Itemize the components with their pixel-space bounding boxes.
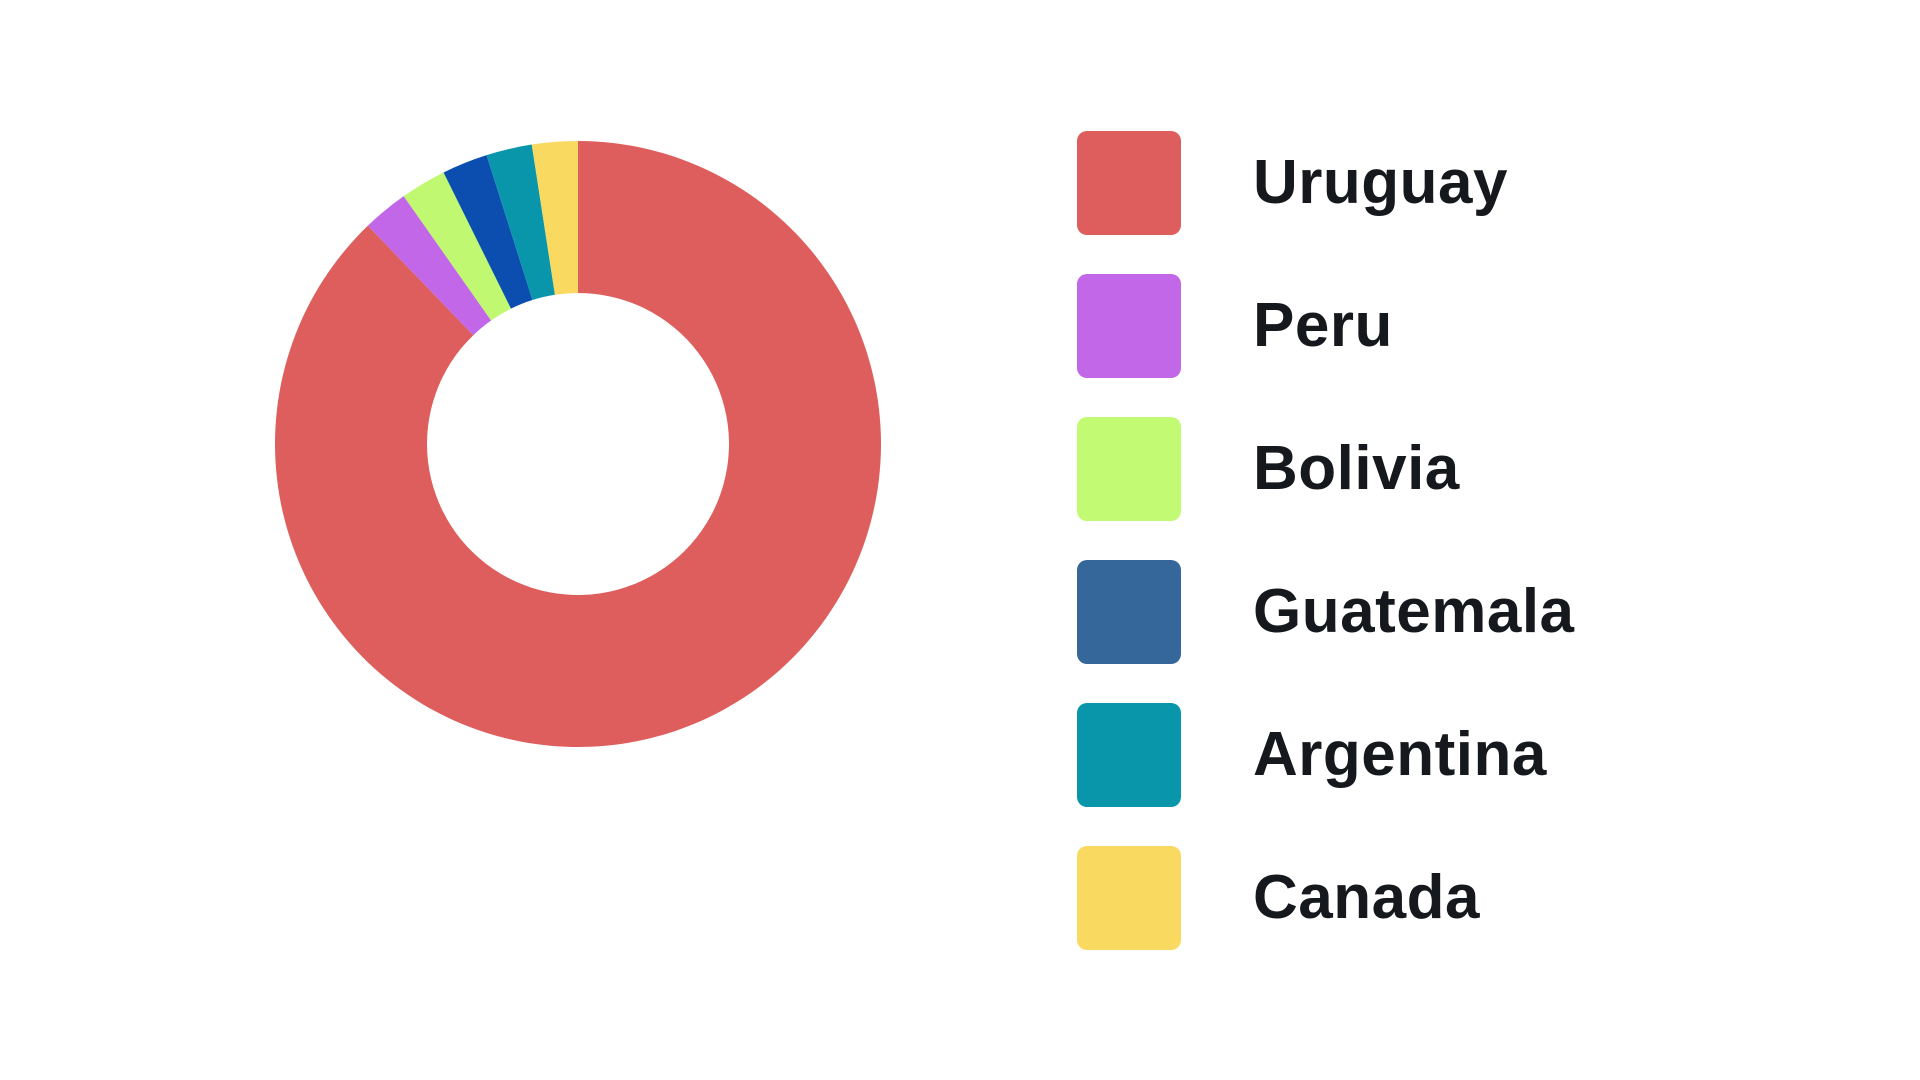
slice-canada[interactable]: [531, 141, 578, 295]
legend-item-guatemala[interactable]: Guatemala: [1077, 560, 1575, 664]
legend-item-uruguay[interactable]: Uruguay: [1077, 131, 1575, 235]
legend-swatch-argentina[interactable]: [1077, 703, 1181, 807]
legend-item-canada[interactable]: Canada: [1077, 846, 1575, 950]
slice-bolivia[interactable]: [403, 172, 511, 321]
legend-swatch-uruguay[interactable]: [1077, 131, 1181, 235]
chart-legend: Uruguay Peru Bolivia Guatemala Argentina…: [1077, 131, 1575, 950]
slice-uruguay[interactable]: [274, 141, 881, 748]
slice-peru[interactable]: [367, 196, 492, 336]
legend-label: Guatemala: [1253, 577, 1575, 646]
legend-swatch-bolivia[interactable]: [1077, 417, 1181, 521]
legend-label: Canada: [1253, 863, 1480, 932]
legend-item-peru[interactable]: Peru: [1077, 274, 1575, 378]
legend-label: Bolivia: [1253, 434, 1460, 503]
legend-label: Peru: [1253, 291, 1393, 360]
legend-label: Argentina: [1253, 720, 1547, 789]
slice-guatemala[interactable]: [443, 155, 533, 309]
legend-label: Uruguay: [1253, 148, 1508, 217]
legend-item-bolivia[interactable]: Bolivia: [1077, 417, 1575, 521]
slice-argentina[interactable]: [486, 144, 555, 301]
legend-swatch-guatemala[interactable]: [1077, 560, 1181, 664]
legend-swatch-canada[interactable]: [1077, 846, 1181, 950]
legend-item-argentina[interactable]: Argentina: [1077, 703, 1575, 807]
legend-swatch-peru[interactable]: [1077, 274, 1181, 378]
